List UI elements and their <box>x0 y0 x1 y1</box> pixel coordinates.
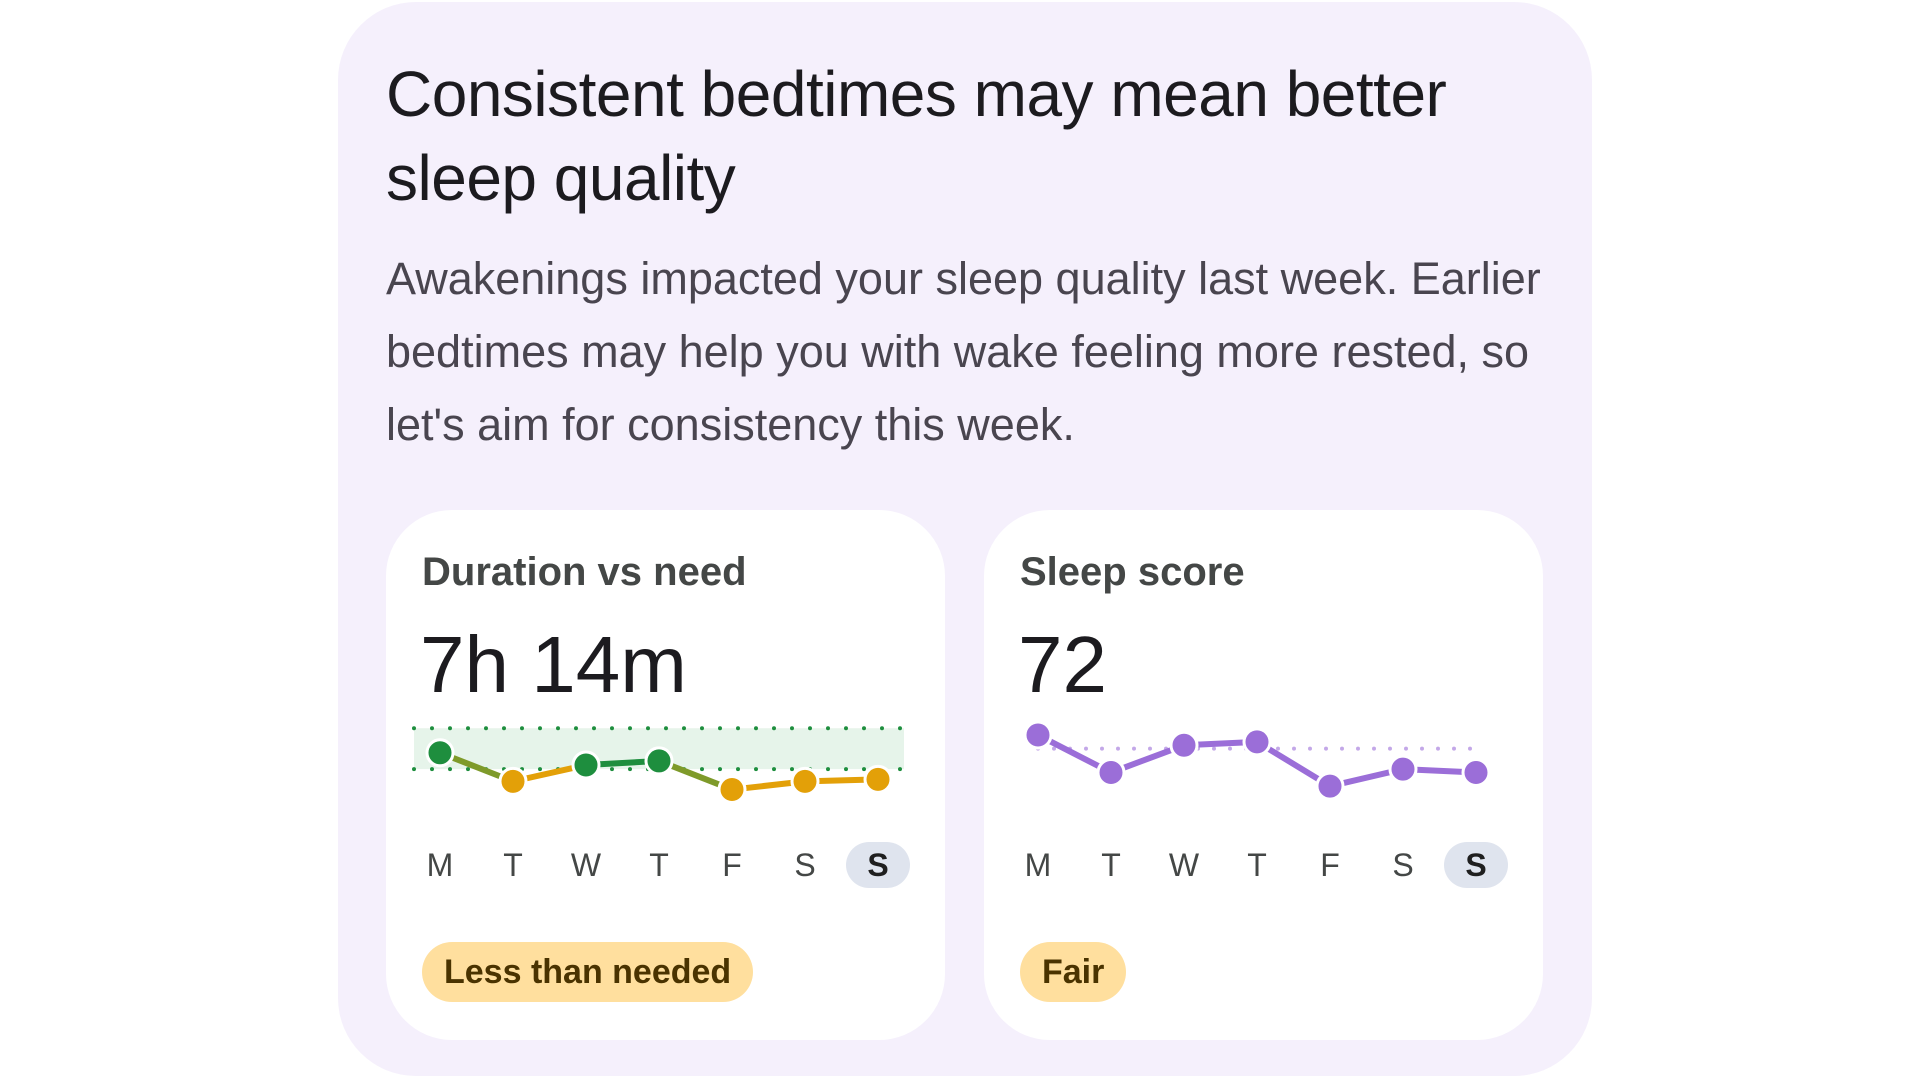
sleep-insight-card: Consistent bedtimes may mean better slee… <box>338 2 1592 1076</box>
score-day-label: T <box>1101 847 1121 883</box>
duration-point <box>790 766 820 796</box>
score-day-label: F <box>1320 847 1340 883</box>
duration-point <box>644 746 674 776</box>
duration-day-label: S <box>867 847 888 883</box>
score-day-label: M <box>1025 847 1052 883</box>
score-status-chip: Fair <box>1020 942 1127 1002</box>
score-point <box>1023 720 1053 750</box>
score-point <box>1169 730 1199 760</box>
sleep-score-card[interactable]: Sleep score 72 M T W T F S S Fair <box>984 510 1543 1040</box>
insight-headline: Consistent bedtimes may mean better slee… <box>386 58 1447 214</box>
duration-card-title: Duration vs need <box>422 550 747 594</box>
duration-point <box>863 764 893 794</box>
duration-status-chip: Less than needed <box>422 942 754 1002</box>
duration-point <box>425 738 455 768</box>
score-value: 72 <box>1018 620 1107 709</box>
insight-body: Awakenings impacted your sleep quality l… <box>386 253 1541 450</box>
score-point <box>1315 771 1345 801</box>
duration-selected-day-highlight <box>846 842 910 888</box>
score-point <box>1096 758 1126 788</box>
duration-day-label: T <box>649 847 669 883</box>
duration-day-label: M <box>427 847 454 883</box>
duration-day-label: S <box>794 847 815 883</box>
duration-point <box>571 750 601 780</box>
duration-point <box>498 766 528 796</box>
score-point <box>1388 754 1418 784</box>
duration-vs-need-card[interactable]: Duration vs need 7h 14m M T W T F S S Less tha… <box>386 510 945 1040</box>
score-day-label: T <box>1247 847 1267 883</box>
duration-day-label: F <box>722 847 742 883</box>
duration-value: 7h 14m <box>420 620 687 709</box>
score-day-label: W <box>1169 847 1200 883</box>
duration-point <box>717 775 747 805</box>
score-card-title: Sleep score <box>1020 550 1245 594</box>
score-point <box>1461 758 1491 788</box>
score-selected-day-highlight <box>1444 842 1508 888</box>
duration-day-label: W <box>571 847 602 883</box>
score-point <box>1242 727 1272 757</box>
duration-day-label: T <box>503 847 523 883</box>
score-day-label: S <box>1465 847 1486 883</box>
score-day-label: S <box>1392 847 1413 883</box>
